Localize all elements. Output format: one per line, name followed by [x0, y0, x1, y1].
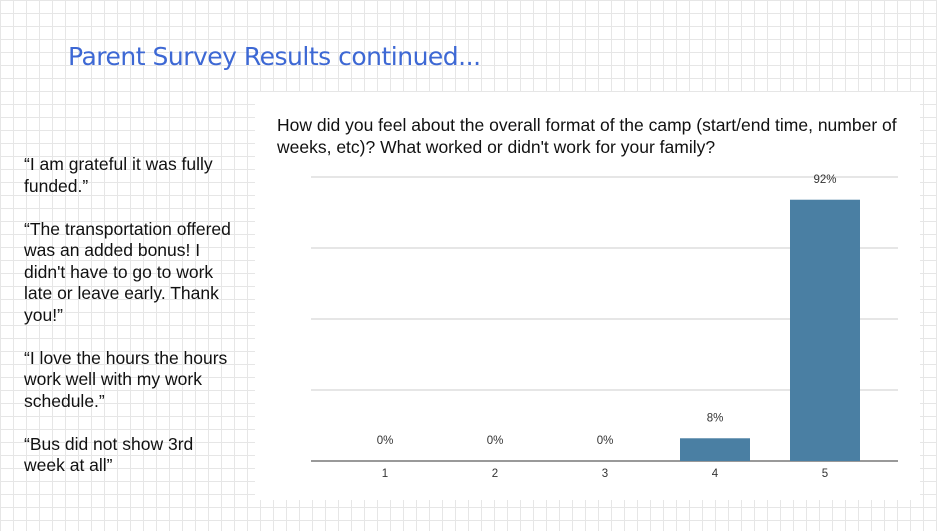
data-label: 0% [377, 435, 394, 447]
bar [680, 438, 750, 461]
chart-title: How did you feel about the overall forma… [277, 115, 897, 157]
x-tick-label: 3 [602, 468, 608, 480]
x-tick-label: 2 [492, 468, 498, 480]
x-tick-label: 1 [382, 468, 388, 480]
data-label: 92% [813, 174, 836, 186]
quote: “I am grateful it was fully funded.” [24, 154, 213, 196]
quote: “The transportation offered was an added… [24, 218, 231, 325]
data-label: 0% [487, 435, 504, 447]
x-tick-label: 5 [822, 468, 828, 480]
quotes: “I am grateful it was fully funded.” “The… [24, 154, 238, 498]
quote: “I love the hours the hours work well wi… [24, 347, 228, 411]
data-label: 8% [707, 412, 724, 424]
data-label: 0% [597, 435, 614, 447]
x-tick-label: 4 [712, 468, 719, 480]
slide-title: Parent Survey Results continued... [68, 42, 481, 71]
bar [790, 199, 860, 461]
quote: “Bus did not show 3rd week at all” [24, 433, 194, 476]
